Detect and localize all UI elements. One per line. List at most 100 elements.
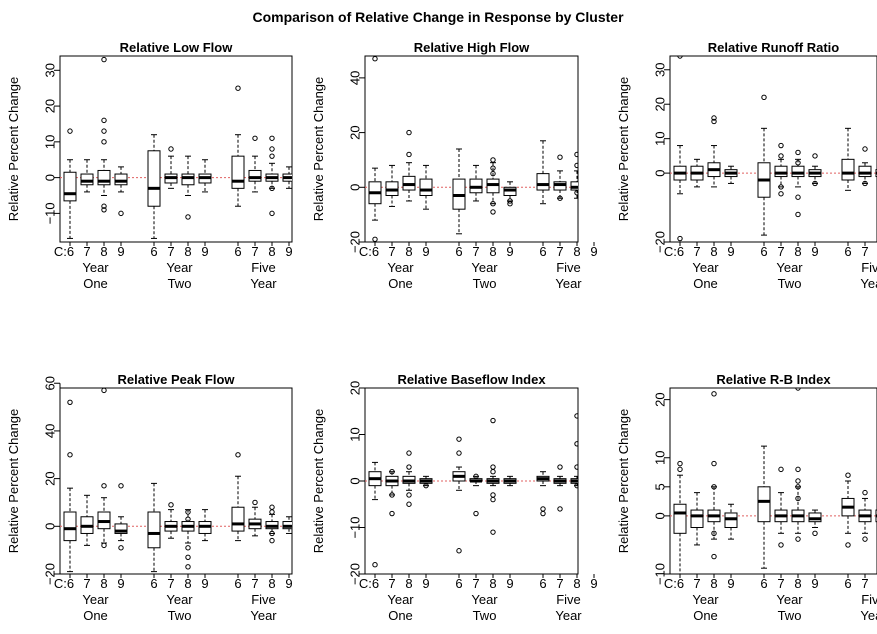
outlier-point (406, 501, 412, 507)
x-tick-label-cluster: 7 (556, 244, 563, 259)
box-g1-c6 (368, 56, 382, 242)
group-label-line1: Year (776, 592, 803, 607)
box-iqr (673, 503, 687, 534)
x-tick-label-cluster: 9 (201, 244, 208, 259)
x-tick-label-cluster: 9 (811, 244, 818, 259)
outlier-point (862, 180, 868, 187)
y-tick-label: −10 (348, 516, 363, 538)
box-g2-c7 (469, 164, 483, 202)
group-label-line2: Year (555, 608, 582, 623)
y-tick-label: −10 (653, 563, 668, 585)
box-g2-c8 (791, 388, 805, 542)
outlier-point (574, 151, 578, 158)
box-g3-c6 (841, 127, 855, 191)
x-tick-label-cluster: 8 (184, 576, 191, 591)
outlier-point (252, 499, 258, 506)
figure-title: Comparison of Relative Change in Respons… (252, 9, 624, 25)
box-g2-c9 (503, 181, 517, 207)
outlier-point (406, 464, 412, 470)
y-tick-label: −20 (348, 231, 363, 253)
x-tick-label-cluster: 9 (117, 576, 124, 591)
outlier-point (845, 542, 851, 548)
panel-frame (59, 387, 293, 575)
box-g2-c9 (808, 153, 822, 187)
panel-title: Relative Low Flow (120, 40, 234, 55)
box-iqr (757, 486, 771, 523)
group-label-line1: Five (556, 260, 581, 275)
outlier-point (101, 542, 107, 549)
outlier-point (490, 529, 496, 535)
outlier-point (574, 482, 578, 489)
outlier-point (490, 464, 496, 470)
outlier-point (574, 190, 578, 196)
y-tick-label: 40 (43, 424, 58, 438)
box-g2-c8 (181, 509, 195, 570)
x-tick-label-cluster: 8 (489, 576, 496, 591)
group-label-line2: One (693, 276, 718, 291)
box-g2-c6 (147, 482, 161, 573)
x-tick-label-cluster: 6 (150, 244, 157, 259)
panel-title: Relative High Flow (414, 40, 530, 55)
outlier-point (574, 464, 578, 470)
y-tick-label: 30 (43, 63, 58, 77)
x-tick-label-cluster: 9 (727, 244, 734, 259)
box-g2-c6 (757, 445, 771, 569)
outlier-point (711, 553, 717, 560)
box-iqr (114, 523, 128, 534)
y-tick-label: 20 (653, 392, 668, 406)
outlier-point (67, 128, 73, 134)
x-tick-label-cluster: 9 (590, 244, 597, 259)
x-tick-label-cluster: 6 (844, 576, 851, 591)
x-tick-label-cluster: 9 (506, 576, 513, 591)
group-label-line1: Year (387, 260, 414, 275)
box-g1-c9 (114, 483, 128, 551)
box-iqr (588, 479, 600, 484)
outlier-point (677, 460, 683, 467)
outlier-point (269, 504, 275, 510)
outlier-point (711, 118, 717, 125)
box-g1-c7 (80, 159, 94, 193)
outlier-point (185, 545, 191, 551)
box-g2-c6 (452, 436, 466, 554)
x-tick-label-cluster: 6 (455, 244, 462, 259)
group-label-line2: One (83, 276, 108, 291)
box-g1-c6 (63, 399, 77, 573)
box-g3-c6 (231, 85, 245, 207)
box-iqr (419, 178, 433, 197)
outlier-point (592, 483, 596, 487)
y-tick-label: 60 (43, 376, 58, 390)
outlier-point (101, 117, 107, 124)
group-label-line1: Year (692, 592, 719, 607)
x-tick-label-cluster: 8 (100, 244, 107, 259)
box-g1-c9 (419, 475, 433, 489)
y-tick-label: 10 (653, 451, 668, 465)
box-g2-c9 (808, 509, 822, 537)
x-tick-label-cluster: 9 (201, 576, 208, 591)
x-tick-label-cluster: 9 (422, 244, 429, 259)
outlier-point (540, 510, 546, 517)
outlier-point (557, 464, 563, 470)
y-tick-label: 0 (653, 512, 668, 519)
outlier-point (269, 146, 275, 152)
box-iqr (147, 511, 161, 549)
outlier-point (101, 483, 107, 489)
x-tick-label-cluster: 9 (590, 576, 597, 591)
x-tick-label-cluster: C:6 (54, 576, 74, 591)
group-label-line1: Year (166, 260, 193, 275)
box-g2-c7 (164, 146, 178, 189)
x-tick-label-cluster: 8 (710, 576, 717, 591)
outlier-point (473, 510, 479, 517)
box-g3-c6 (841, 472, 855, 548)
x-tick-label-cluster: 6 (150, 576, 157, 591)
outlier-point (778, 184, 784, 190)
outlier-point (406, 492, 412, 498)
outlier-point (778, 542, 784, 548)
box-g2-c8 (181, 155, 195, 220)
box-g1-c8 (402, 450, 416, 507)
outlier-point (507, 201, 513, 207)
outlier-point (795, 149, 801, 156)
panel-6: Relative R-B Index Relative Percent Chang… (616, 372, 877, 623)
box-iqr (841, 158, 855, 181)
x-tick-label-cluster: 7 (777, 244, 784, 259)
outlier-point (456, 450, 462, 456)
